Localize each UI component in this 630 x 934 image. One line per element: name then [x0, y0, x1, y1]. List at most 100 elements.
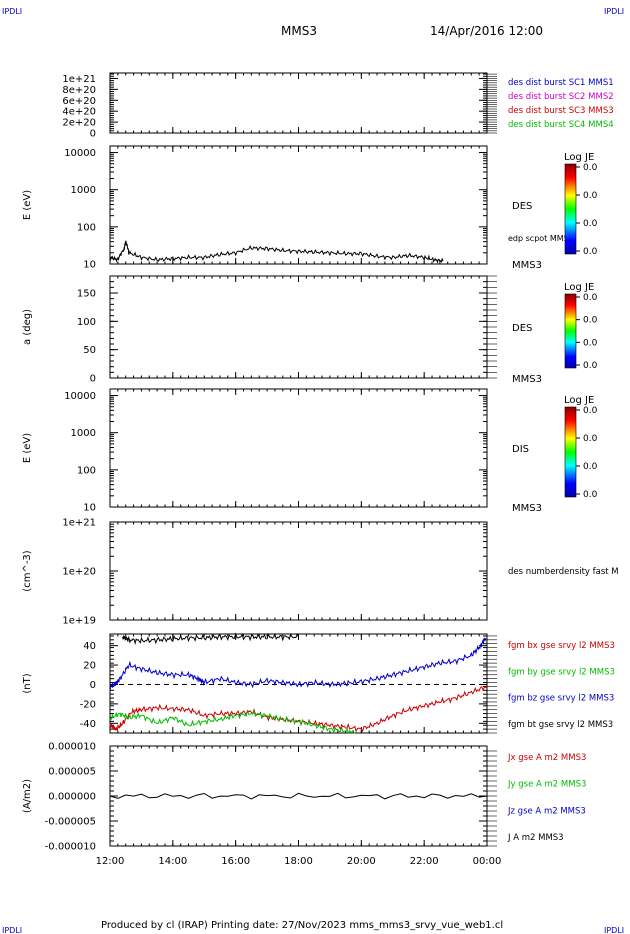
spacecraft-title: MMS3	[281, 24, 317, 38]
series-line-fgm-by-gse-srvy-l2-mms3	[109, 709, 356, 735]
colorbar-value: 0.0	[583, 406, 598, 416]
panel-frame	[109, 145, 488, 265]
y-tick-label: 0	[90, 129, 96, 140]
panel-des-density: 1e+19 1e+20 1e+21 (cm^-3) des numberdensity …	[22, 518, 619, 627]
corner-label-top-right: IPDLI	[604, 7, 624, 16]
colorbar-value: 0.0	[583, 434, 598, 444]
legend-entry: Jx gse A m2 MMS3	[507, 753, 586, 763]
panel-frame	[109, 388, 488, 508]
panel-current-density: -0.000010 -0.000005 0.000000 0.000005 0.0000…	[22, 742, 586, 853]
series-line-fgm-bx-gse-srvy-l2-mms3	[109, 685, 488, 733]
y-tick-label: 40	[83, 641, 96, 652]
panel-frame	[109, 72, 488, 134]
time-axis: 12:00 14:00 16:00 18:00 20:00 22:00 00:00	[96, 856, 502, 867]
y-tick-label: -20	[80, 699, 96, 710]
panel-side-label: DIS	[512, 444, 529, 455]
y-tick-label: 0.000010	[48, 742, 96, 753]
colorbar-value: 0.0	[583, 293, 598, 303]
y-tick-label: 1e+21	[62, 518, 96, 529]
series-line-j-a-m2-mms3	[109, 792, 488, 800]
time-tick-label: 12:00	[96, 856, 125, 867]
legend-entry: Jz gse A m2 MMS3	[507, 806, 586, 816]
colorbar-value: 0.0	[583, 490, 598, 500]
y-axis-label: (nT)	[22, 673, 33, 693]
colorbar-value: 0.0	[583, 316, 598, 326]
y-tick-label: 10000	[64, 148, 96, 159]
time-tick-label: 22:00	[410, 856, 439, 867]
y-tick-label: 0.000005	[48, 767, 96, 778]
y-axis-label: E (eV)	[22, 433, 33, 463]
panel-frame	[109, 521, 488, 621]
legend-entry: fgm by gse srvy l2 MMS3	[508, 667, 615, 677]
time-tick-label: 16:00	[221, 856, 250, 867]
colorbar-value: 0.0	[583, 191, 598, 201]
legend-entry: Jy gse A m2 MMS3	[507, 780, 586, 790]
panel-side-label: edp scpot MMS3	[508, 234, 574, 243]
footer-text: Produced by cl (IRAP) Printing date: 27/…	[101, 920, 503, 931]
y-tick-label: 6e+20	[62, 96, 96, 107]
y-tick-label: 4e+20	[62, 107, 96, 118]
y-tick-label: 0.000000	[48, 792, 96, 803]
panel-frame	[109, 745, 488, 847]
time-tick-label: 00:00	[473, 856, 502, 867]
y-tick-label: 1e+20	[62, 567, 96, 578]
corner-label-bottom-left: IPDLI	[2, 926, 22, 934]
y-axis-label: (A/m2)	[22, 779, 33, 813]
y-tick-label: 10	[83, 503, 96, 514]
legend-entry: J A m2 MMS3	[507, 833, 564, 843]
y-axis-label: E (eV)	[22, 190, 33, 220]
legend-entry: des dist burst SC3 MMS3	[508, 106, 614, 116]
y-tick-label: 50	[83, 345, 96, 356]
colorbar-value: 0.0	[583, 338, 598, 348]
y-tick-label: 100	[77, 222, 96, 233]
y-tick-label: 1e+21	[62, 74, 96, 85]
legend-entry: des dist burst SC2 MMS2	[508, 92, 614, 102]
legend-entry: des dist burst SC4 MMS4	[508, 120, 614, 130]
legend-entry: des numberdensity fast M	[508, 567, 619, 577]
panel-fgm-b: -40 -20 0 20 40 (nT) fgm bx gse srvy l2 MMS3 fg…	[22, 632, 615, 735]
y-tick-label: 10	[83, 260, 96, 271]
panel-side-label: MMS3	[512, 374, 542, 385]
colorbar	[564, 293, 577, 369]
time-tick-label: 14:00	[158, 856, 187, 867]
colorbar-value: 0.0	[583, 361, 598, 371]
time-tick-label: 18:00	[284, 856, 313, 867]
panel-side-label: MMS3	[512, 260, 542, 271]
y-tick-label: 0	[90, 374, 96, 385]
legend-entry: fgm bx gse srvy l2 MMS3	[508, 641, 615, 651]
legend-entry: fgm bz gse srvy l2 MMS3	[508, 694, 614, 704]
colorbar-value: 0.0	[583, 219, 598, 229]
colorbar-value: 0.0	[583, 247, 598, 257]
time-tick-label: 20:00	[347, 856, 376, 867]
y-tick-label: 1000	[71, 185, 96, 196]
y-tick-label: -0.000010	[45, 842, 96, 853]
y-tick-label: 2e+20	[62, 118, 96, 129]
y-tick-label: 100	[77, 317, 96, 328]
panel-des-energy: 10 100 1000 10000 E (eV) DES edp scpot MMS3 MMS…	[22, 145, 598, 271]
series-line-fgm-bt-gse-srvy-l2-mms3	[122, 632, 299, 646]
y-tick-label: 1e+19	[62, 616, 96, 627]
y-tick-label: 10000	[64, 391, 96, 402]
legend-entry: fgm bt gse srvy l2 MMS3	[508, 720, 613, 730]
panel-side-label: MMS3	[512, 503, 542, 514]
y-axis-label: (cm^-3)	[22, 550, 33, 591]
colorbar-title: Log JE	[564, 282, 594, 293]
panel-frame	[109, 275, 488, 379]
series-line-fgm-bz-gse-srvy-l2-mms3	[109, 637, 486, 690]
datetime-title: 14/Apr/2016 12:00	[430, 24, 543, 38]
y-tick-label: -40	[80, 719, 96, 730]
legend-entry: des dist burst SC1 MMS1	[508, 78, 614, 88]
y-tick-label: 100	[77, 465, 96, 476]
colorbar-value: 0.0	[583, 462, 598, 472]
colorbar	[564, 406, 577, 498]
corner-label-bottom-right: IPDLI	[604, 926, 624, 934]
colorbar-title: Log JE	[564, 395, 594, 406]
y-tick-label: 0	[90, 680, 96, 691]
corner-label-top-left: IPDLI	[2, 7, 22, 16]
y-axis-label: a (deg)	[22, 309, 33, 345]
